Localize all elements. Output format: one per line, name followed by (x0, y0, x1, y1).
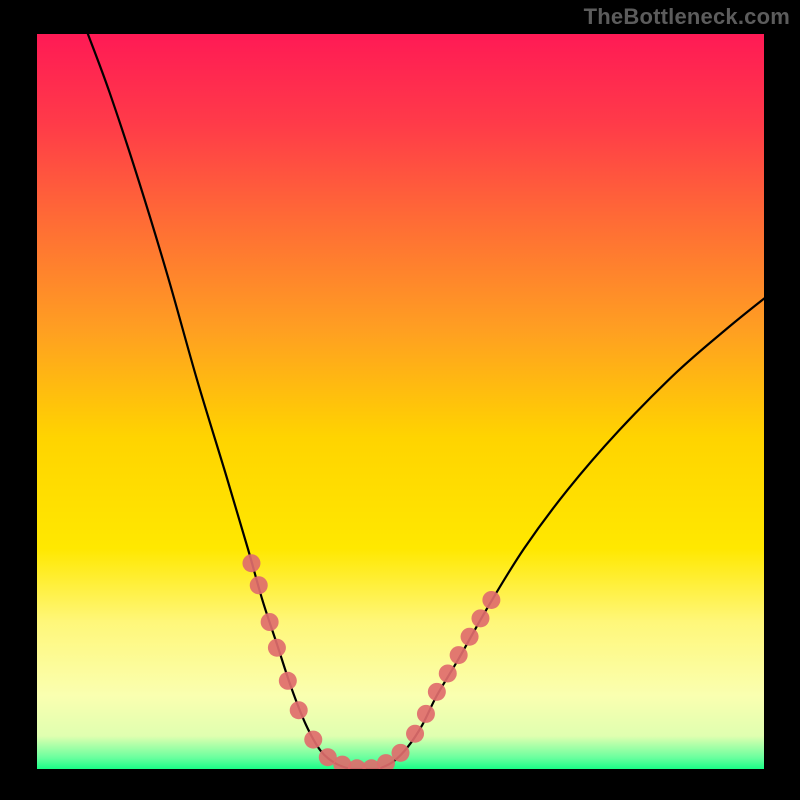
highlight-dot (482, 591, 500, 609)
chart-svg (37, 34, 764, 769)
highlight-dot (304, 731, 322, 749)
highlight-dot (268, 639, 286, 657)
plot-area (37, 34, 764, 769)
highlight-dot (290, 701, 308, 719)
highlight-dot (471, 609, 489, 627)
highlight-dot (439, 664, 457, 682)
highlight-dot (406, 725, 424, 743)
highlight-dot (461, 628, 479, 646)
gradient-background (37, 34, 764, 769)
highlight-dot (428, 683, 446, 701)
highlight-dot (450, 646, 468, 664)
highlight-dot (250, 576, 268, 594)
highlight-dot (261, 613, 279, 631)
highlight-dot (279, 672, 297, 690)
highlight-dot (392, 744, 410, 762)
highlight-dot (417, 705, 435, 723)
watermark-text: TheBottleneck.com (584, 4, 790, 30)
highlight-dot (242, 554, 260, 572)
